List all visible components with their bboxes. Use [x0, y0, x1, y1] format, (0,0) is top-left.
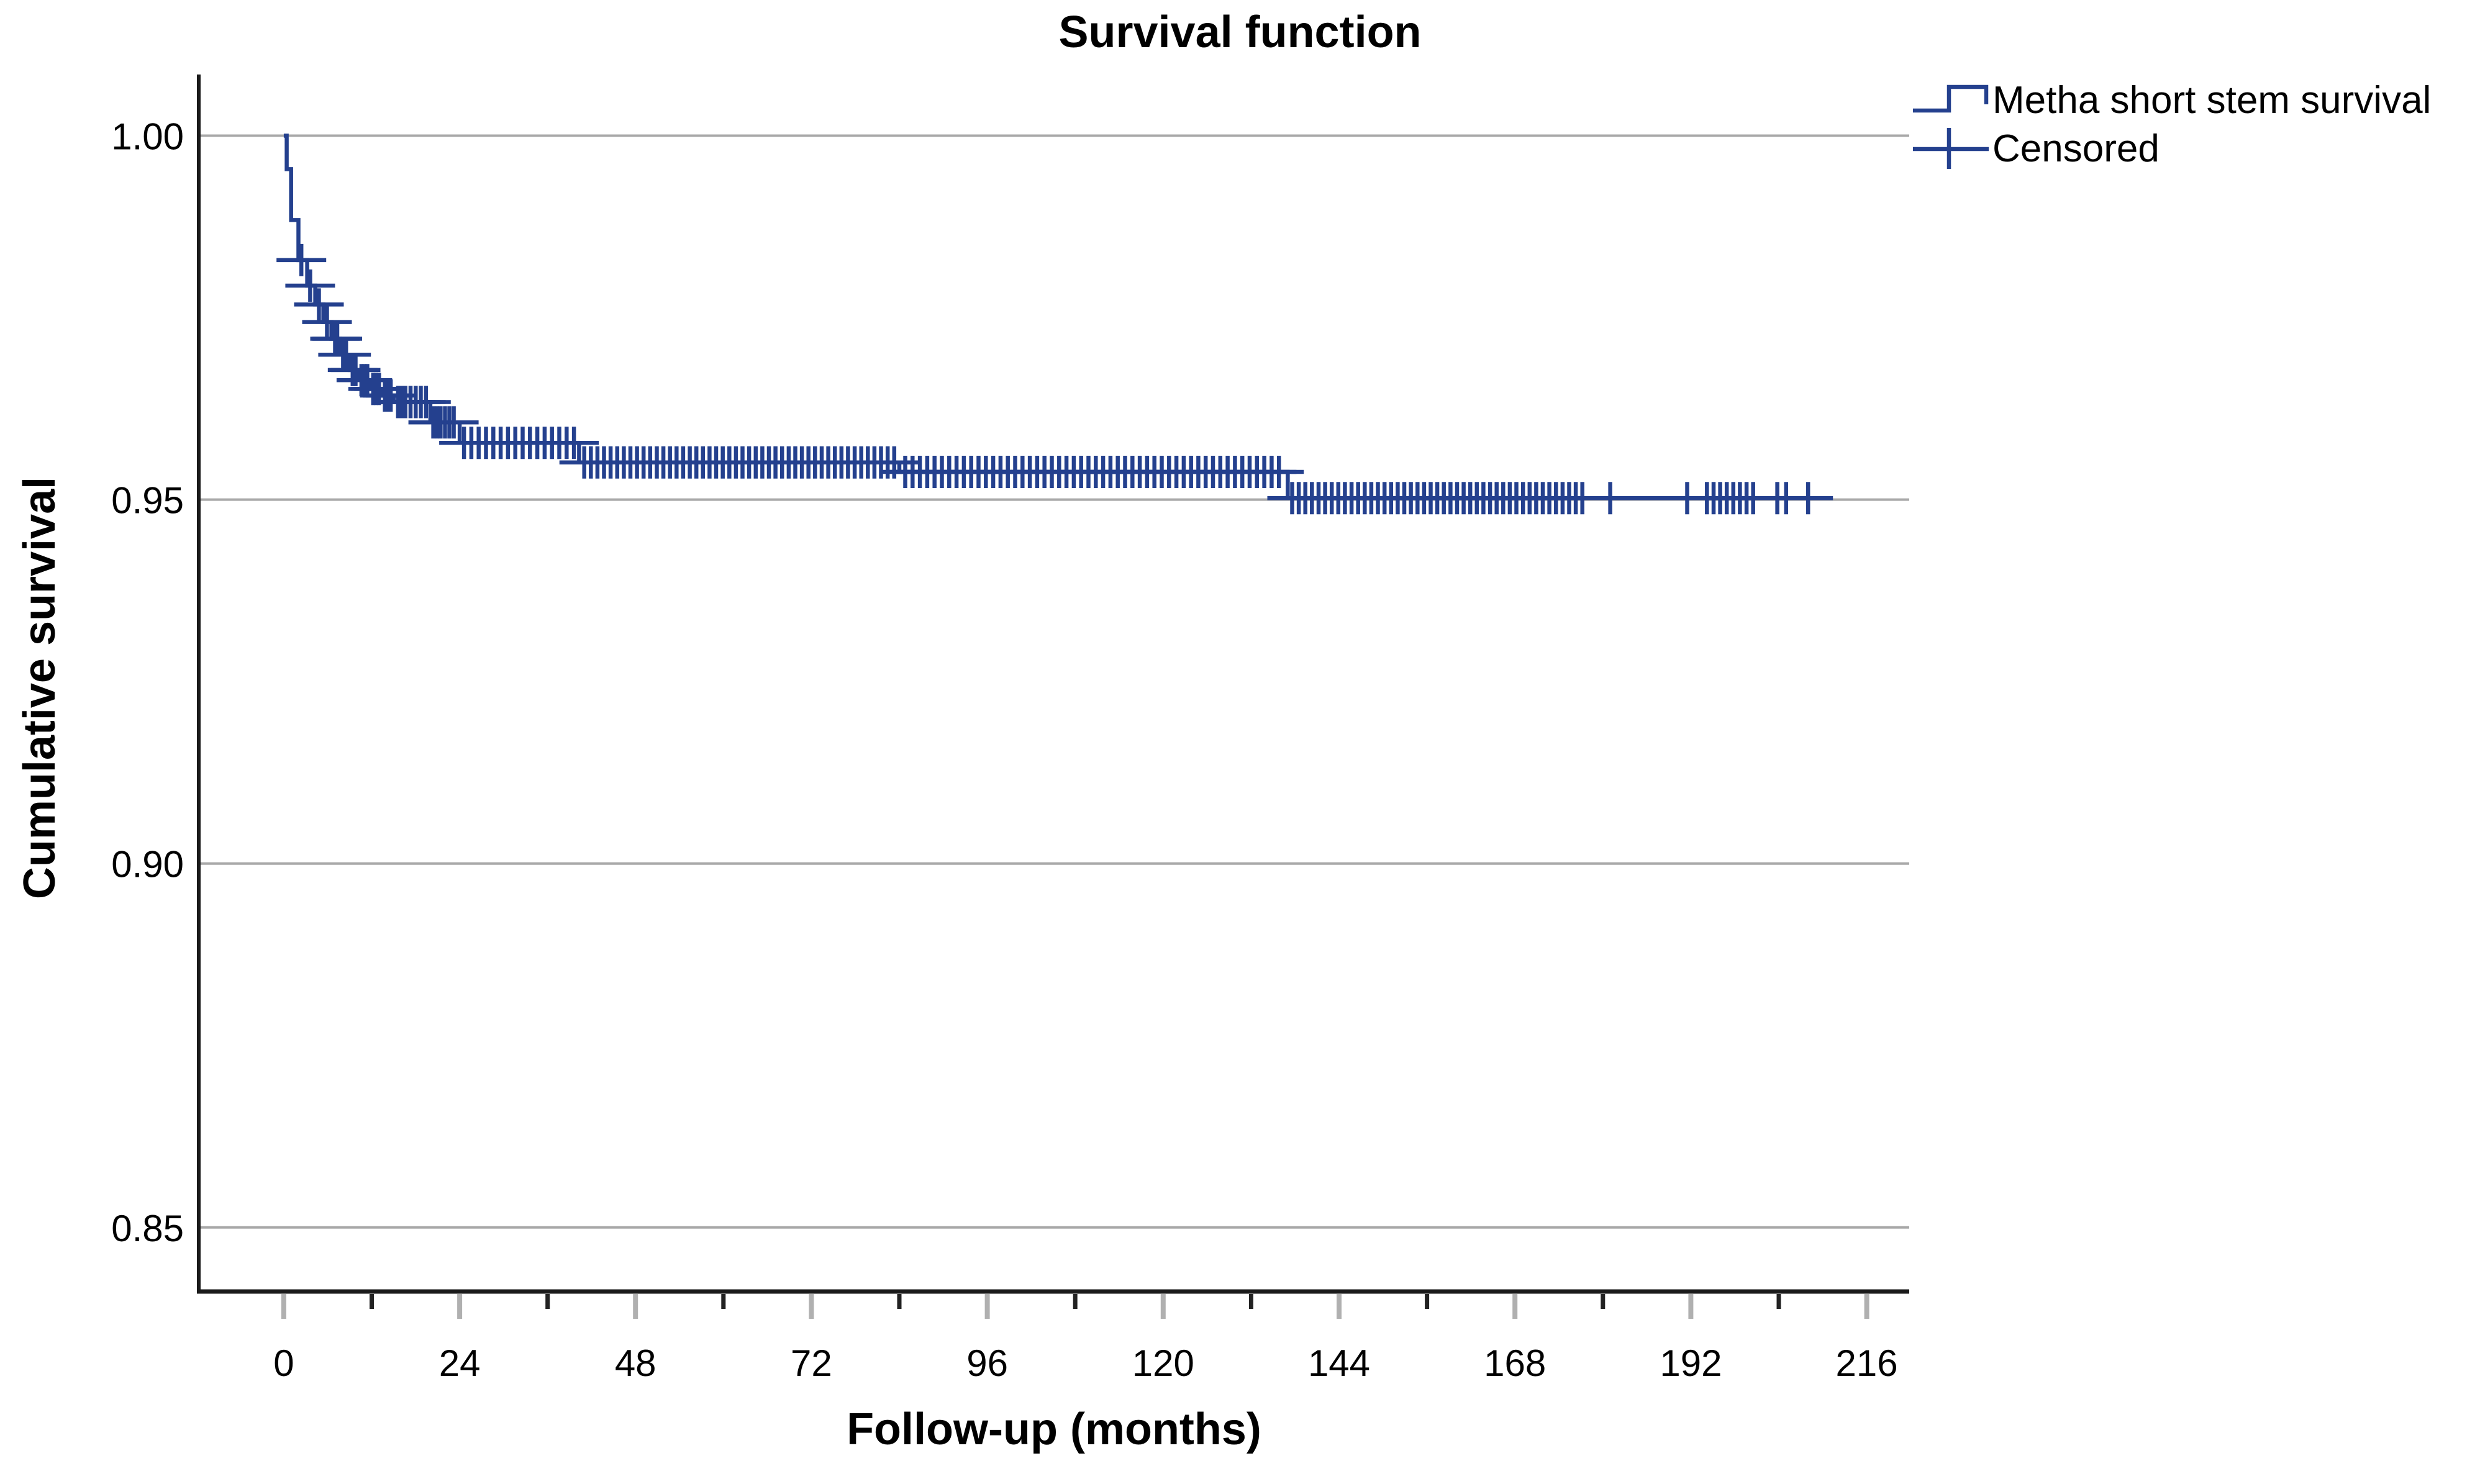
step-line-icon — [1913, 84, 1989, 113]
y-tick-label: 1.00 — [111, 116, 184, 158]
legend: Metha short stem survival Censored — [1912, 76, 2431, 173]
legend-item-censored: Censored — [1912, 124, 2431, 173]
x-tick-label: 96 — [966, 1342, 1008, 1384]
y-tick-labels: 1.00 0.95 0.90 0.85 — [111, 116, 184, 1249]
legend-item-survival: Metha short stem survival — [1912, 76, 2431, 124]
x-tick-label: 24 — [439, 1342, 481, 1384]
censor-marks — [276, 243, 1833, 515]
chart-title: Survival function — [1058, 7, 1422, 57]
x-ticks — [281, 1294, 1869, 1319]
y-tick-label: 0.90 — [111, 844, 184, 885]
x-tick-labels: 0 24 48 72 96 120 144 168 192 216 — [273, 1342, 1897, 1384]
legend-label-survival: Metha short stem survival — [1992, 78, 2432, 122]
gridlines — [199, 134, 1909, 1229]
y-tick-label: 0.85 — [111, 1208, 184, 1249]
x-tick-label: 72 — [791, 1342, 832, 1384]
x-tick-label: 216 — [1836, 1342, 1898, 1384]
x-tick-label: 0 — [273, 1342, 294, 1384]
legend-label-censored: Censored — [1992, 127, 2160, 170]
x-tick-label: 120 — [1132, 1342, 1194, 1384]
y-tick-label: 0.95 — [111, 480, 184, 522]
x-tick-label: 144 — [1308, 1342, 1370, 1384]
y-axis-title: Cumulative survival — [15, 476, 65, 900]
x-tick-label: 192 — [1660, 1342, 1722, 1384]
censor-plus-icon — [1913, 128, 1989, 169]
x-tick-label: 48 — [615, 1342, 656, 1384]
x-axis-title: Follow-up (months) — [847, 1405, 1261, 1454]
x-tick-label: 168 — [1484, 1342, 1546, 1384]
